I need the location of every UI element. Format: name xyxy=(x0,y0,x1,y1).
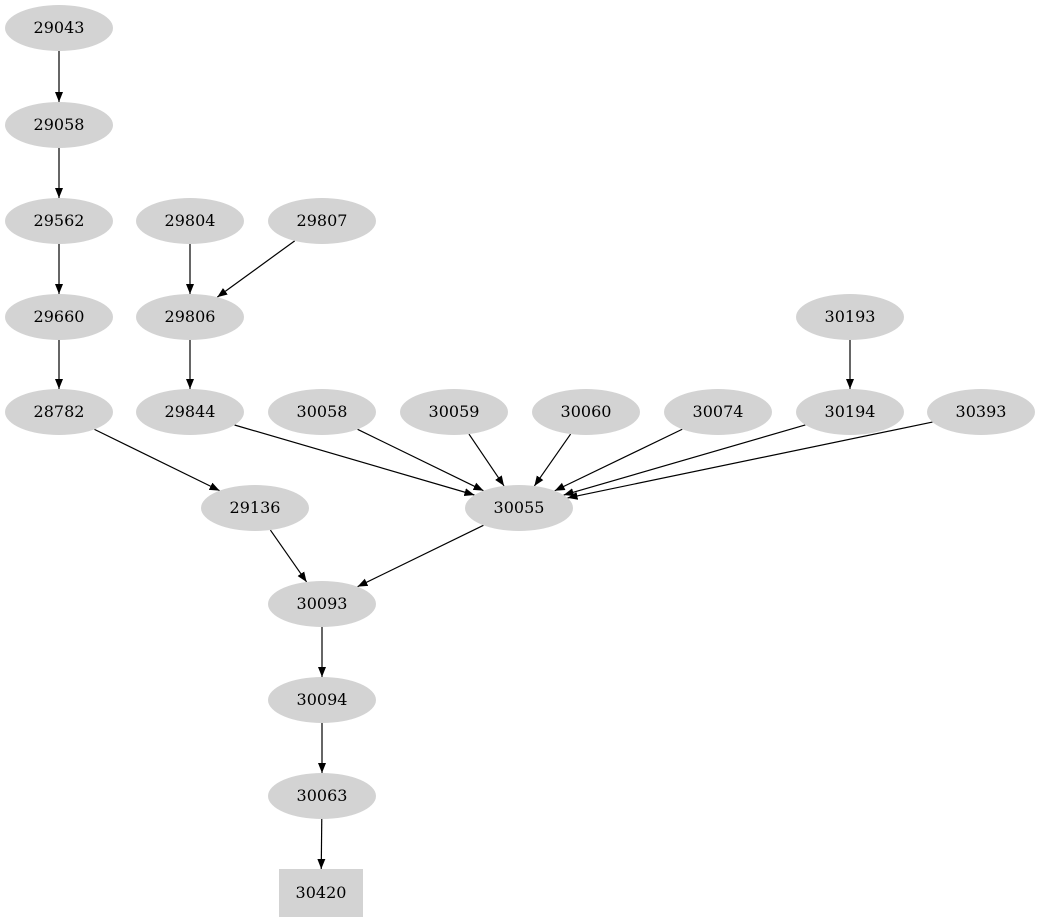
node-30058: 30058 xyxy=(268,389,376,435)
node-label: 30420 xyxy=(296,883,347,902)
edge-30074-to-30055 xyxy=(554,428,683,492)
node-30093: 30093 xyxy=(268,581,376,627)
node-label: 30193 xyxy=(825,307,876,326)
edge-29807-to-29806 xyxy=(216,240,296,298)
edge-30055-to-30093 xyxy=(357,524,484,588)
node-29807: 29807 xyxy=(268,198,376,244)
node-shape xyxy=(5,102,113,148)
node-28782: 28782 xyxy=(5,389,113,435)
node-shape xyxy=(268,198,376,244)
edge-28782-to-29136 xyxy=(94,428,220,492)
node-label: 29804 xyxy=(165,211,216,230)
node-29136: 29136 xyxy=(201,485,309,531)
node-label: 30055 xyxy=(494,498,545,517)
node-label: 30063 xyxy=(297,786,348,805)
node-shape xyxy=(136,294,244,340)
node-shape xyxy=(268,581,376,627)
edge-30194-to-30055 xyxy=(563,424,806,497)
node-shape xyxy=(664,389,772,435)
edge-30393-to-30055 xyxy=(567,421,933,500)
node-30193: 30193 xyxy=(796,294,904,340)
node-30055: 30055 xyxy=(465,485,573,531)
edge-30063-to-30420 xyxy=(317,818,326,870)
node-shape xyxy=(400,389,508,435)
node-shape xyxy=(5,389,113,435)
node-29660: 29660 xyxy=(5,294,113,340)
edge-29136-to-30093 xyxy=(269,529,308,583)
node-29844: 29844 xyxy=(136,389,244,435)
node-label: 29136 xyxy=(230,498,281,517)
edge-30060-to-30055 xyxy=(533,433,572,487)
node-shape xyxy=(5,198,113,244)
node-30074: 30074 xyxy=(664,389,772,435)
node-30060: 30060 xyxy=(532,389,640,435)
node-label: 30074 xyxy=(693,402,744,421)
node-label: 29844 xyxy=(165,402,216,421)
edge-29844-to-30055 xyxy=(234,424,475,497)
node-shape xyxy=(279,869,363,917)
edge-30059-to-30055 xyxy=(468,433,505,487)
node-29043: 29043 xyxy=(5,5,113,51)
node-30063: 30063 xyxy=(268,773,376,819)
node-label: 30194 xyxy=(825,402,876,421)
node-label: 30060 xyxy=(561,402,612,421)
node-shape xyxy=(268,677,376,723)
node-29058: 29058 xyxy=(5,102,113,148)
node-30194: 30194 xyxy=(796,389,904,435)
node-label: 28782 xyxy=(34,402,85,421)
node-label: 29058 xyxy=(34,115,85,134)
node-shape xyxy=(268,389,376,435)
node-shape xyxy=(5,5,113,51)
node-label: 30393 xyxy=(956,402,1007,421)
node-shape xyxy=(927,389,1035,435)
edge-30058-to-30055 xyxy=(357,428,484,492)
node-shape xyxy=(268,773,376,819)
node-label: 29660 xyxy=(34,307,85,326)
node-shape xyxy=(201,485,309,531)
node-29562: 29562 xyxy=(5,198,113,244)
node-shape xyxy=(796,389,904,435)
node-30393: 30393 xyxy=(927,389,1035,435)
node-29804: 29804 xyxy=(136,198,244,244)
node-29806: 29806 xyxy=(136,294,244,340)
node-shape xyxy=(532,389,640,435)
node-30094: 30094 xyxy=(268,677,376,723)
node-label: 30059 xyxy=(429,402,480,421)
node-label: 30093 xyxy=(297,594,348,613)
node-shape xyxy=(136,389,244,435)
node-label: 30094 xyxy=(297,690,348,709)
node-label: 29807 xyxy=(297,211,348,230)
node-30059: 30059 xyxy=(400,389,508,435)
node-label: 29043 xyxy=(34,18,85,37)
node-shape xyxy=(796,294,904,340)
node-label: 30058 xyxy=(297,402,348,421)
node-shape xyxy=(136,198,244,244)
node-label: 29806 xyxy=(165,307,216,326)
node-shape xyxy=(465,485,573,531)
node-shape xyxy=(5,294,113,340)
node-label: 29562 xyxy=(34,211,85,230)
node-30420: 30420 xyxy=(279,869,363,917)
